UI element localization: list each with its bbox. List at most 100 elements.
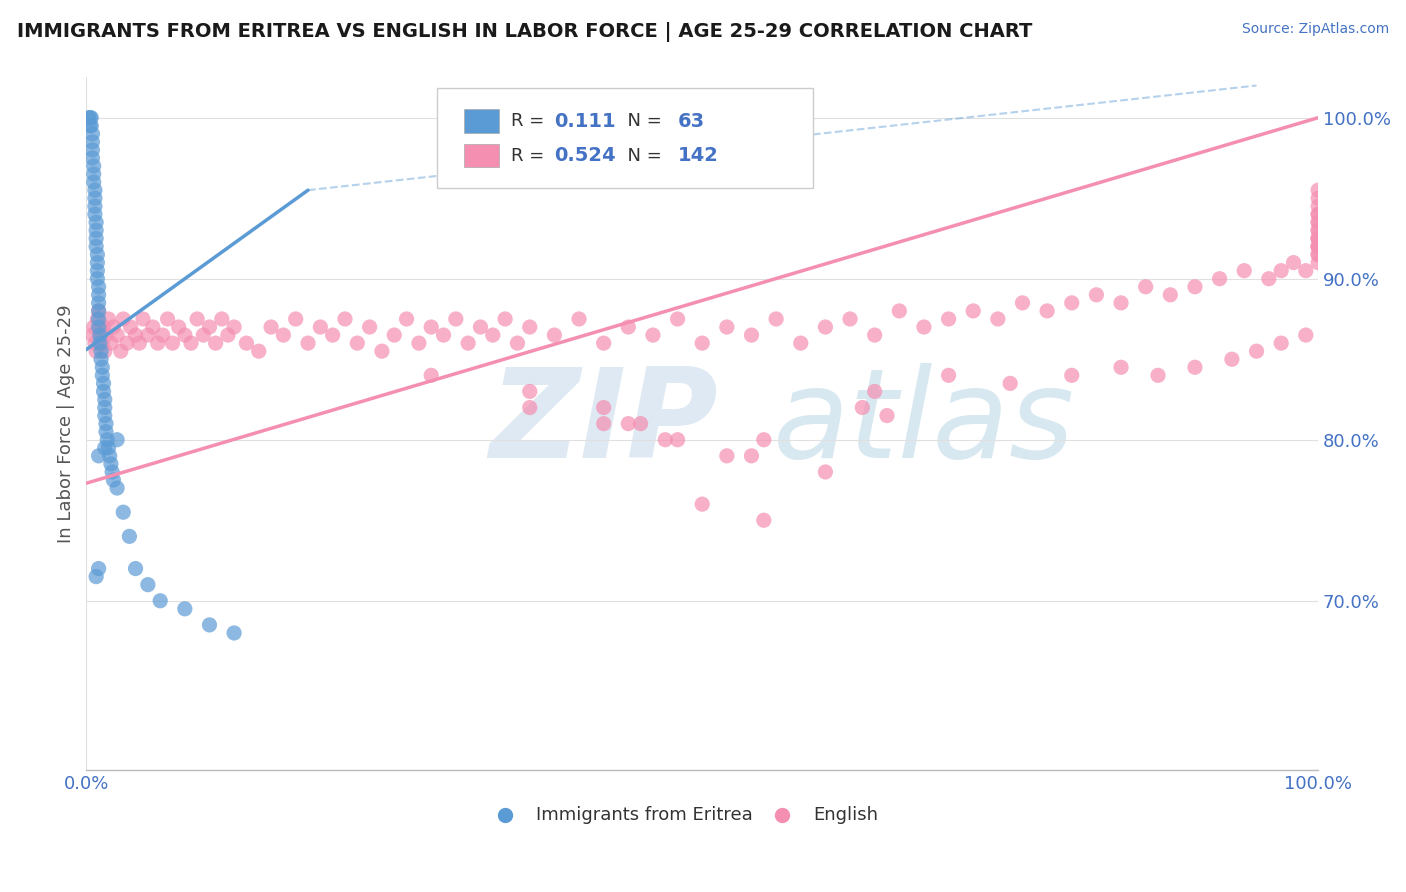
Point bbox=[371, 344, 394, 359]
Point bbox=[84, 199, 107, 213]
Point bbox=[211, 312, 233, 326]
Text: N =: N = bbox=[616, 146, 668, 165]
Point bbox=[98, 449, 121, 463]
Point bbox=[94, 328, 117, 343]
Point bbox=[173, 602, 195, 616]
FancyBboxPatch shape bbox=[464, 144, 499, 168]
Point bbox=[86, 271, 108, 285]
Point bbox=[630, 417, 652, 431]
Point bbox=[260, 320, 283, 334]
Point bbox=[1308, 239, 1330, 253]
Point bbox=[506, 336, 529, 351]
Point bbox=[193, 328, 215, 343]
Point bbox=[84, 183, 107, 197]
Point bbox=[1308, 247, 1330, 261]
Point bbox=[83, 167, 105, 181]
Point bbox=[204, 336, 226, 351]
Point bbox=[84, 207, 107, 221]
Point bbox=[1135, 279, 1157, 293]
Point bbox=[1308, 255, 1330, 269]
Point bbox=[91, 368, 114, 383]
Point bbox=[87, 296, 110, 310]
Point bbox=[716, 449, 738, 463]
Point bbox=[94, 344, 117, 359]
Point bbox=[814, 465, 837, 479]
Text: ZIP: ZIP bbox=[489, 363, 718, 484]
Point bbox=[80, 119, 103, 133]
Point bbox=[654, 433, 676, 447]
Point bbox=[132, 312, 155, 326]
Point bbox=[863, 328, 886, 343]
Point bbox=[118, 529, 141, 543]
Point bbox=[91, 336, 114, 351]
Point bbox=[690, 336, 713, 351]
Point bbox=[790, 336, 813, 351]
Point bbox=[128, 336, 150, 351]
Point bbox=[962, 304, 984, 318]
Point bbox=[297, 336, 319, 351]
Point bbox=[80, 111, 103, 125]
Point bbox=[156, 312, 179, 326]
Point bbox=[1036, 304, 1059, 318]
Point bbox=[752, 433, 775, 447]
Point bbox=[146, 336, 169, 351]
Point bbox=[1308, 207, 1330, 221]
Point bbox=[105, 328, 128, 343]
Point bbox=[432, 328, 454, 343]
Point bbox=[666, 433, 689, 447]
Point bbox=[94, 425, 117, 439]
Point bbox=[1011, 296, 1033, 310]
Text: 63: 63 bbox=[678, 112, 704, 130]
Point bbox=[382, 328, 405, 343]
Point bbox=[470, 320, 492, 334]
Point bbox=[217, 328, 239, 343]
Point bbox=[1147, 368, 1170, 383]
Point bbox=[82, 135, 104, 149]
Point bbox=[690, 497, 713, 511]
Point bbox=[1109, 296, 1132, 310]
Point bbox=[86, 247, 108, 261]
Point bbox=[716, 320, 738, 334]
Point bbox=[235, 336, 257, 351]
Point bbox=[395, 312, 418, 326]
Point bbox=[112, 312, 135, 326]
Point bbox=[420, 320, 443, 334]
Point bbox=[84, 231, 107, 245]
Point bbox=[1308, 199, 1330, 213]
Point bbox=[87, 288, 110, 302]
Point bbox=[93, 384, 115, 399]
Point bbox=[84, 569, 107, 583]
Point bbox=[89, 328, 111, 343]
Point bbox=[162, 336, 184, 351]
Point bbox=[79, 111, 101, 125]
Point bbox=[519, 384, 541, 399]
Point bbox=[84, 344, 107, 359]
Point bbox=[1270, 263, 1292, 277]
Point bbox=[103, 320, 125, 334]
Point bbox=[617, 320, 640, 334]
Text: Source: ZipAtlas.com: Source: ZipAtlas.com bbox=[1241, 22, 1389, 37]
Point bbox=[247, 344, 270, 359]
Point bbox=[87, 304, 110, 318]
Point bbox=[87, 312, 110, 326]
Point bbox=[84, 191, 107, 205]
Point bbox=[224, 320, 246, 334]
Point bbox=[149, 594, 172, 608]
Point bbox=[740, 449, 762, 463]
Text: 0.111: 0.111 bbox=[554, 112, 616, 130]
Point bbox=[359, 320, 381, 334]
Point bbox=[617, 417, 640, 431]
Point bbox=[333, 312, 356, 326]
Point bbox=[101, 465, 124, 479]
Text: Immigrants from Eritrea: Immigrants from Eritrea bbox=[536, 805, 752, 824]
Point bbox=[1233, 263, 1256, 277]
Point bbox=[110, 344, 132, 359]
Point bbox=[998, 376, 1021, 391]
Point bbox=[876, 409, 898, 423]
Point bbox=[1184, 360, 1206, 375]
Point bbox=[1295, 328, 1317, 343]
Point bbox=[851, 401, 873, 415]
Point bbox=[96, 433, 118, 447]
Point bbox=[1308, 223, 1330, 237]
Point bbox=[814, 320, 837, 334]
